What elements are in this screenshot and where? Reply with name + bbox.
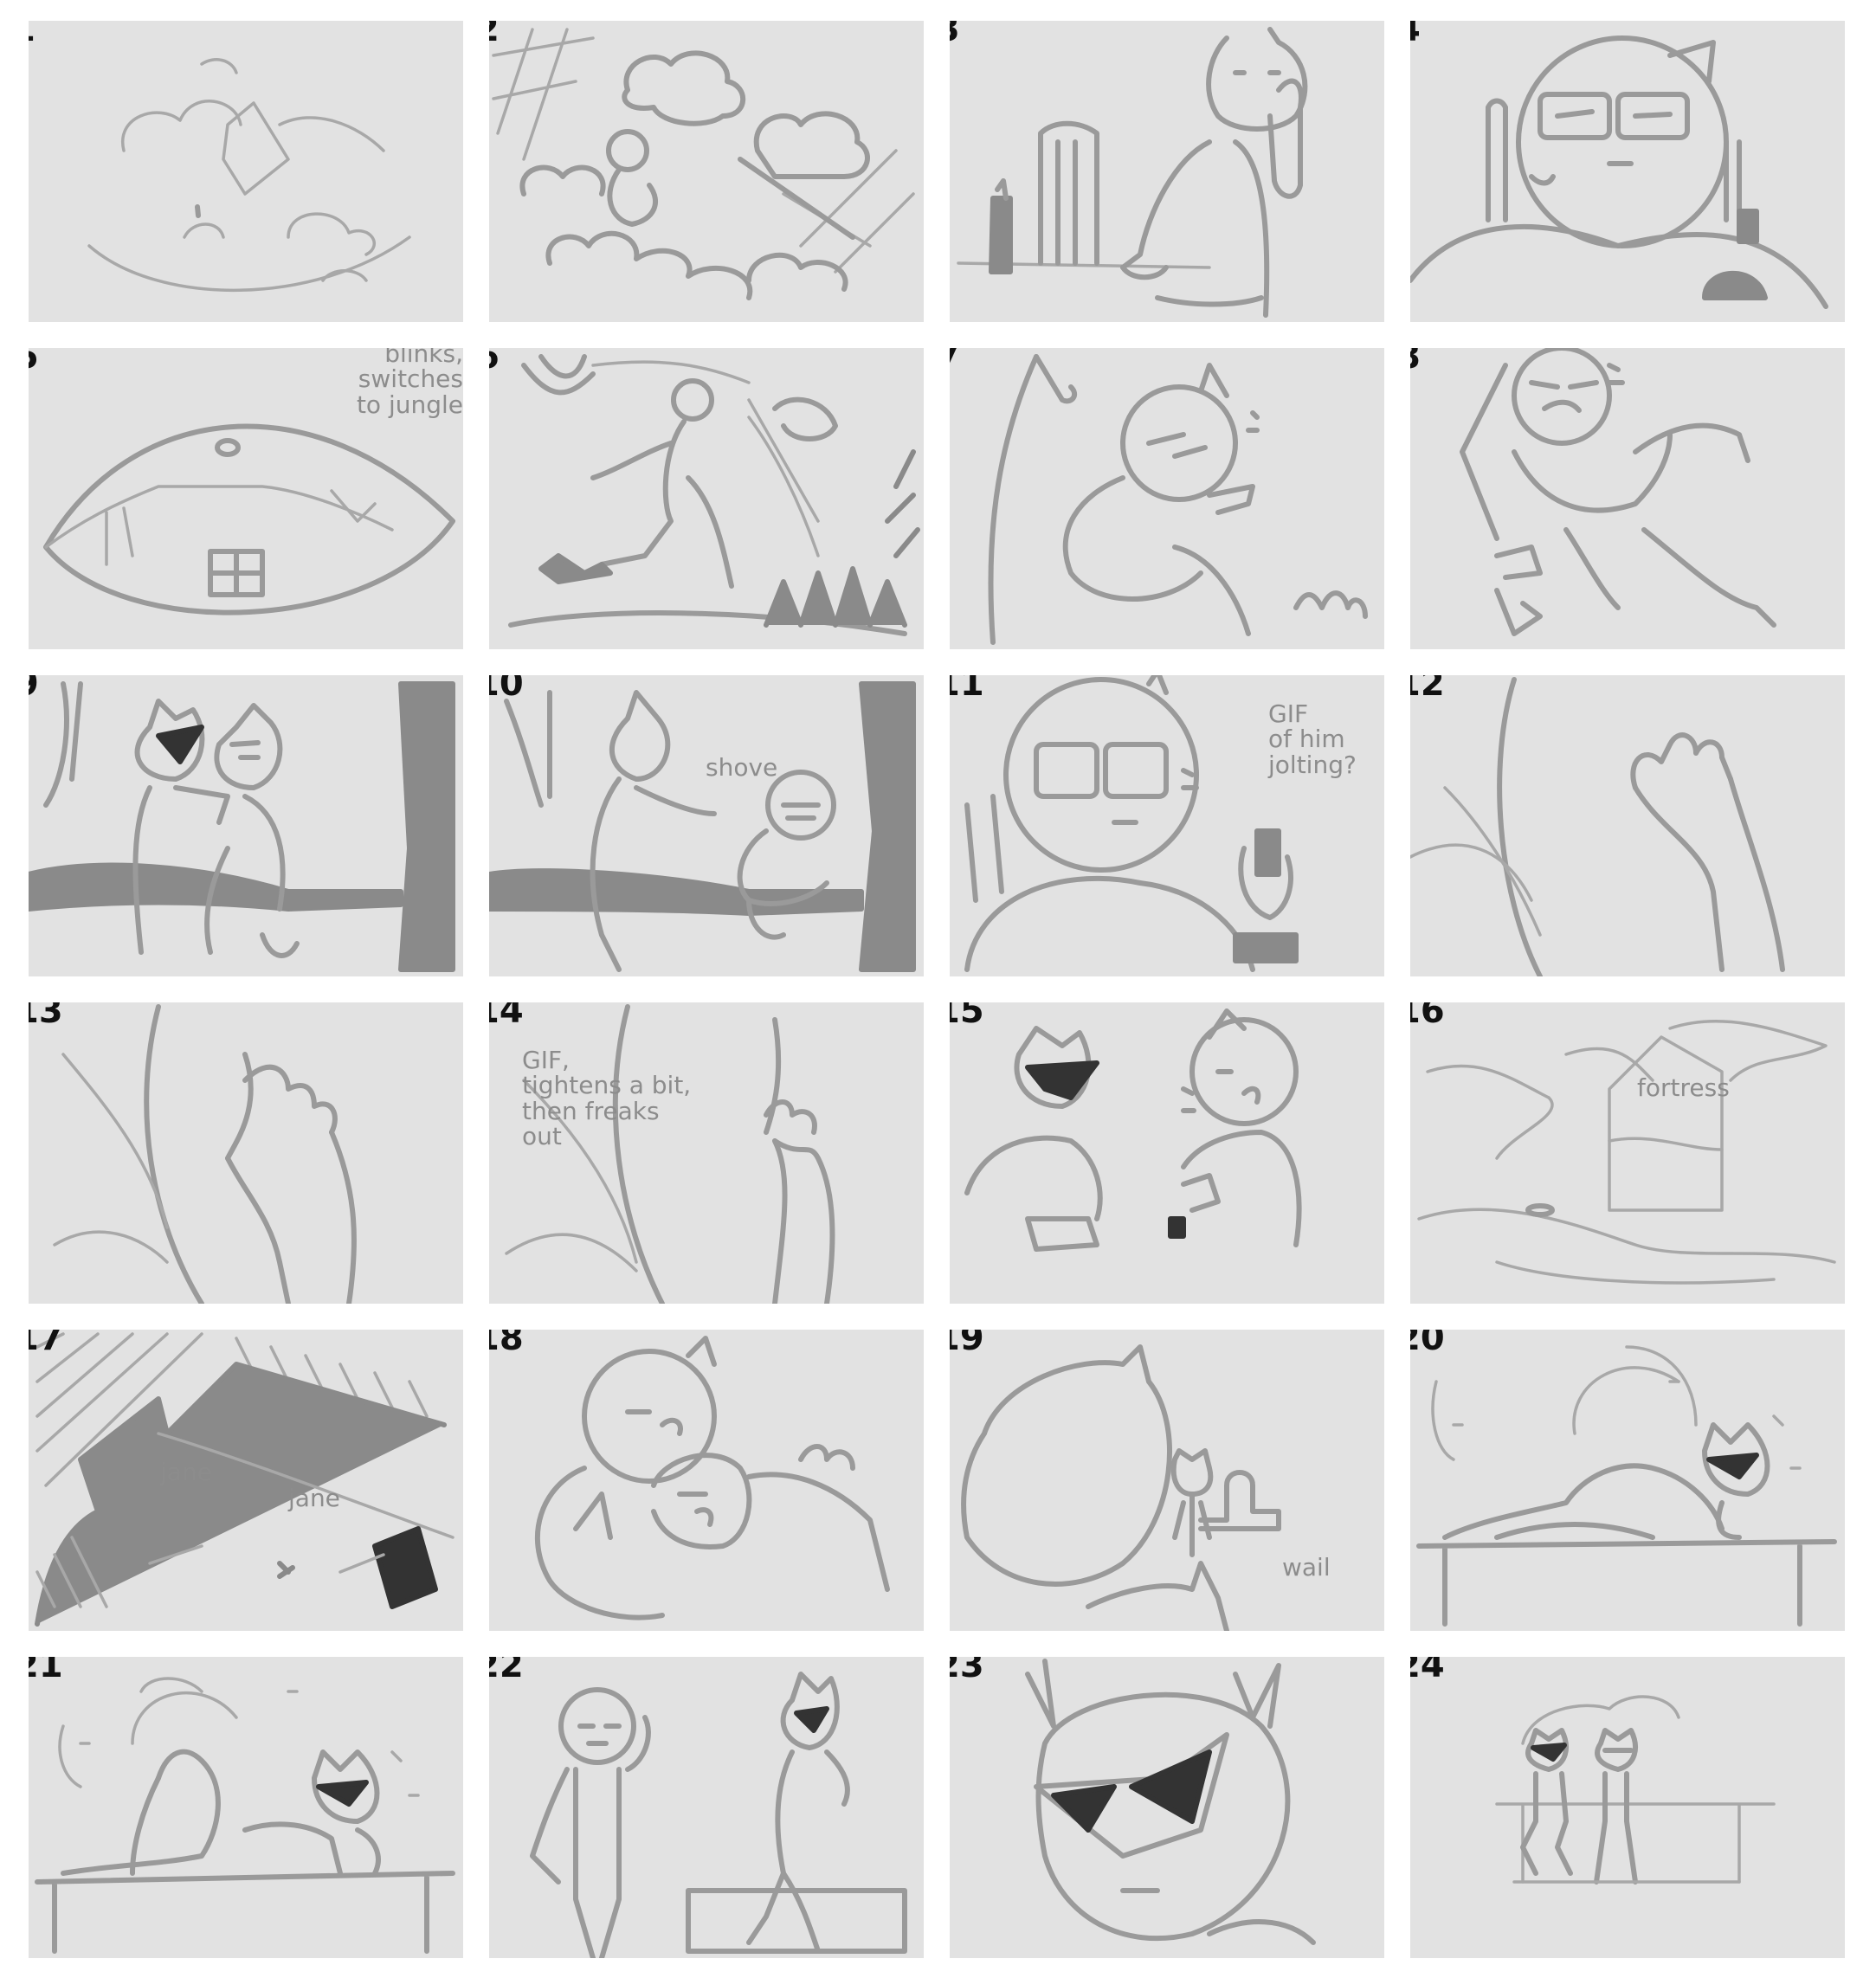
- panel-note: GIF of him jolting?: [1268, 699, 1357, 779]
- panel-note: wail: [1282, 1553, 1331, 1582]
- panel-number: 23: [950, 1657, 984, 1685]
- panel-number: 4: [1410, 21, 1421, 47]
- panel-3: 3: [950, 21, 1384, 322]
- panel-14: GIF, tightens a bit, then freaks out 14: [489, 1002, 924, 1304]
- panel-24-sketch: [1495, 1695, 1776, 1885]
- panel-number: 8: [1410, 348, 1421, 374]
- panel-21: 21: [29, 1657, 463, 1958]
- panel-number: 5: [29, 348, 39, 374]
- panel-note: GIF, tightens a bit, then freaks out: [522, 1046, 692, 1151]
- panel-7-sketch: [988, 354, 1368, 645]
- panel-note: blinks, switches to jungle: [356, 348, 463, 419]
- panel-7: 7: [950, 348, 1384, 649]
- panel-number: 24: [1410, 1657, 1445, 1685]
- panel-21-sketch: [35, 1677, 455, 1954]
- panel-17-sketch: [35, 1332, 454, 1627]
- panel-22: 22: [489, 1657, 924, 1958]
- panel-9-sketch: [29, 681, 455, 972]
- panel-23-sketch: [1025, 1659, 1316, 1945]
- panel-12: 12: [1410, 675, 1845, 976]
- panel-5: blinks, switches to jungle 5: [29, 348, 463, 649]
- panel-13-sketch: [53, 1004, 357, 1304]
- panel-number: 12: [1410, 675, 1445, 704]
- panel-number: 13: [29, 1002, 63, 1031]
- panel-number: 10: [489, 675, 524, 704]
- panel-number: 21: [29, 1657, 63, 1685]
- panel-number: 22: [489, 1657, 524, 1685]
- panel-number: 11: [950, 675, 984, 704]
- panel-number: 20: [1410, 1330, 1445, 1358]
- panel-4: 4: [1410, 21, 1845, 322]
- panel-number: 2: [489, 21, 500, 47]
- panel-18: 18: [489, 1330, 924, 1631]
- panel-14-sketch: [505, 1004, 835, 1304]
- panel-6: 6: [489, 348, 924, 649]
- panel-number: 17: [29, 1330, 63, 1358]
- panel-11: GIF of him jolting? 11: [950, 675, 1384, 976]
- panel-8-sketch: [1460, 348, 1776, 636]
- panel-number: 7: [950, 348, 960, 374]
- panel-number: 18: [489, 1330, 524, 1358]
- panel-15-sketch: [964, 1008, 1302, 1252]
- panel-1: 1: [29, 21, 463, 322]
- panel-15: 15: [950, 1002, 1384, 1304]
- panel-number: 15: [950, 1002, 984, 1031]
- panel-note: shove: [706, 753, 778, 782]
- panel-2: 2: [489, 21, 924, 322]
- panel-5-sketch: [43, 423, 455, 615]
- panel-6-sketch: [508, 354, 920, 636]
- panel-20: 20: [1410, 1330, 1845, 1631]
- panel-2-sketch: [492, 28, 915, 300]
- panel-4-sketch: [1410, 35, 1828, 309]
- panel-number: 1: [29, 21, 35, 47]
- panel-1-sketch: [87, 58, 411, 293]
- panel-19: wail 19: [950, 1330, 1384, 1631]
- panel-13: 13: [29, 1002, 463, 1304]
- panel-20-sketch: [1416, 1345, 1837, 1627]
- panel-number: 6: [489, 348, 500, 374]
- panel-9: 9: [29, 675, 463, 976]
- panel-8: 8: [1410, 348, 1845, 649]
- panel-note: fortress: [1637, 1073, 1730, 1102]
- panel-number: 3: [950, 21, 960, 47]
- panel-17: jane jane 17: [29, 1330, 463, 1631]
- panel-12-sketch: [1410, 677, 1785, 976]
- panel-16: fortress 16: [1410, 1002, 1845, 1304]
- panel-number: 9: [29, 675, 39, 701]
- panel-18-sketch: [535, 1336, 890, 1620]
- panel-24: 24: [1410, 1657, 1845, 1958]
- panel-note-2: jane: [288, 1484, 340, 1512]
- panel-number: 14: [489, 1002, 524, 1031]
- panel-3-sketch: [957, 27, 1308, 318]
- panel-16-sketch: [1417, 1019, 1836, 1285]
- panel-10-sketch: [489, 681, 916, 972]
- panel-19-sketch: [961, 1344, 1281, 1631]
- panel-23: 23: [950, 1657, 1384, 1958]
- panel-number: 19: [950, 1330, 984, 1358]
- panel-10: shove 10: [489, 675, 924, 976]
- panel-note: jane: [160, 1458, 212, 1486]
- panel-22-sketch: [530, 1672, 907, 1958]
- panel-number: 16: [1410, 1002, 1445, 1031]
- panel-11-sketch: [964, 675, 1299, 972]
